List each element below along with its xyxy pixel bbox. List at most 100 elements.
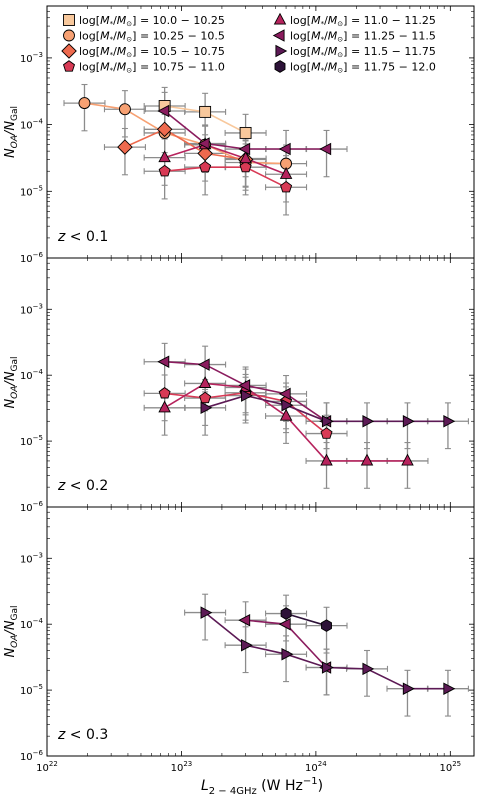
data-point [78,97,91,110]
data-point [197,145,213,162]
data-point [360,453,374,466]
panel-redshift-label: z < 0.2 [57,478,108,494]
panels: 10−6 10−5 10−4 10−3 NOA/NGal z < 0.1 10−6 10−5 1… [3,5,475,774]
x-tick-label: 1025 [439,760,461,774]
data-point [158,150,171,163]
panel-3: 10−6 10−5 10−4 10−3 1022 1023 1024 1025 NOA/NGal… [3,506,475,774]
data-point [158,387,171,399]
panel-redshift-label: z < 0.1 [57,229,108,245]
series-line [124,128,246,161]
legend-label: log[M*/M⊙] = 11.25 − 11.5 [290,30,436,44]
data-point [278,617,291,631]
legend-marker [272,29,285,42]
data-point [321,661,334,674]
panel-1: 10−6 10−5 10−4 10−3 NOA/NGal z < 0.1 [3,5,475,265]
data-point [118,103,131,116]
legend-marker [274,60,286,73]
y-tick-label: 10−3 [20,551,43,565]
y-axis-label: NOA/NGal [3,605,20,657]
error-bars [184,593,469,717]
data-point [321,619,332,632]
legend-marker [273,12,287,25]
y-tick-label: 10−4 [20,617,44,631]
data-point [280,607,292,620]
legend-item: log[M*/M⊙] = 10.5 − 10.75 [61,43,225,59]
data-point [278,387,291,401]
data-point [157,355,170,368]
y-tick-label: 10−5 [20,683,43,697]
x-tick-label: 1022 [36,760,58,774]
y-tick-label: 10−4 [20,118,44,132]
y-tick-label: 10−3 [20,302,43,316]
panel-frame [46,5,475,259]
data-point [279,166,293,179]
error-bars [143,342,469,489]
series-markers [157,355,456,466]
data-point [117,139,133,155]
legend-label: log[M*/M⊙] = 10.25 − 10.5 [79,30,225,44]
legend-marker [61,43,77,59]
series-markers [78,97,332,193]
panel-2: 10−6 10−5 10−4 10−3 NOA/NGal z < 0.2 [3,257,475,514]
legend-label: log[M*/M⊙] = 10.5 − 10.75 [79,45,225,59]
y-tick-label: 10−6 [20,749,44,763]
legend-label: log[M*/M⊙] = 11.5 − 11.75 [290,45,436,59]
y-tick-label: 10−6 [20,251,44,265]
data-point [239,160,252,173]
series-line [84,102,287,165]
data-point [402,682,415,695]
y-tick-label: 10−6 [20,500,44,514]
data-point [241,389,253,402]
data-point [238,379,251,392]
legend-label: log[M*/M⊙] = 10.75 − 11.0 [79,61,225,75]
series-markers [200,606,456,695]
y-axis-label: NOA/NGal [3,356,20,408]
legend-marker [275,44,288,58]
data-point [199,391,212,404]
data-point [198,376,212,388]
data-point [239,151,252,164]
data-point [158,164,171,177]
data-point [199,105,212,118]
data-point [200,401,213,415]
data-point [321,415,334,428]
data-point [281,398,294,412]
panel-frame [46,257,475,508]
data-point [443,682,456,695]
legend-item: log[M*/M⊙] = 10.25 − 10.5 [63,29,225,44]
data-point [197,358,210,371]
data-point [156,121,173,138]
data-point [238,613,251,627]
series-line [164,166,287,189]
x-axis-label: L2 − 4GHz (W Hz−1) [201,776,323,797]
x-tick-label: 1023 [171,760,193,774]
legend-item: log[M*/M⊙] = 10.0 − 10.25 [63,14,225,28]
legend-marker [63,14,75,26]
data-point [281,647,294,661]
data-point [278,142,291,156]
legend-label: log[M*/M⊙] = 10.0 − 10.25 [79,14,225,28]
data-point [239,126,252,139]
legend-marker [63,29,75,42]
data-point [238,142,251,156]
legend-label: log[M*/M⊙] = 11.0 − 11.25 [290,14,436,28]
legend-item: log[M*/M⊙] = 11.25 − 11.5 [272,29,436,44]
data-point [241,638,253,652]
data-point [362,662,375,676]
x-tick-label: 1024 [305,760,327,774]
data-point [197,137,210,150]
legend-marker [62,60,76,72]
y-tick-label: 10−4 [20,368,44,382]
legend-item: log[M*/M⊙] = 11.5 − 11.75 [275,44,436,59]
data-point [200,606,213,619]
legend-item: log[M*/M⊙] = 11.0 − 11.25 [273,12,436,28]
y-axis-label: NOA/NGal [3,106,20,158]
data-point [280,180,293,193]
y-tick-label: 10−3 [20,51,43,65]
data-point [443,415,456,428]
data-point [199,160,212,173]
legend: log[M*/M⊙] = 10.0 − 10.25 log[M*/M⊙] = 10… [61,12,436,75]
data-point [319,142,332,156]
legend-label: log[M*/M⊙] = 11.75 − 12.0 [290,61,436,75]
